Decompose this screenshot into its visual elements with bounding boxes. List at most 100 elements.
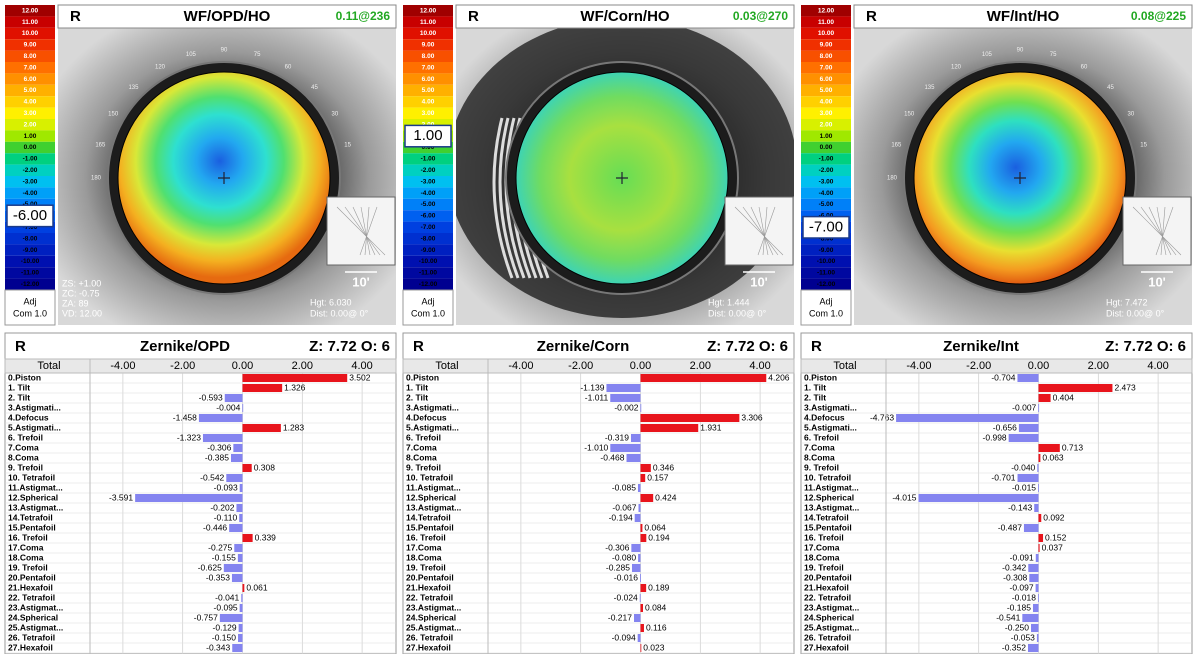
bar — [1038, 484, 1039, 492]
map-value: 0.03@270 — [733, 9, 788, 23]
scale-label: 6.00 — [820, 76, 833, 83]
value-label: -0.250 — [1005, 622, 1029, 632]
scale-label: -3.00 — [819, 178, 834, 185]
scale-label: 10.00 — [22, 30, 39, 37]
map-info: ZC: -0.75 — [62, 288, 100, 298]
category-label: 13.Astigmat... — [8, 502, 63, 512]
bar — [1009, 434, 1039, 442]
value-label: -0.080 — [612, 552, 636, 562]
category-label: 8.Coma — [804, 452, 835, 462]
value-label: -0.194 — [609, 512, 633, 522]
angle-label: 45 — [1107, 85, 1114, 91]
value-label: 0.194 — [648, 532, 670, 542]
bar — [1022, 614, 1038, 622]
bar — [238, 554, 243, 562]
bar — [231, 454, 243, 462]
bar — [243, 424, 281, 432]
value-label: 0.092 — [1043, 512, 1065, 522]
bar — [1039, 444, 1060, 452]
category-label: 9. Trefoil — [406, 462, 441, 472]
category-label: 7.Coma — [8, 442, 39, 452]
angle-label: 15 — [1140, 142, 1147, 148]
value-label: -0.757 — [194, 612, 218, 622]
category-label: 11.Astigmat... — [804, 482, 859, 492]
bar — [641, 524, 643, 532]
category-label: 19. Trefoil — [8, 562, 48, 572]
category-label: 7.Coma — [804, 442, 835, 452]
distance-label: Dist: 0.00@ 0° — [310, 308, 369, 318]
scale-label: 12.00 — [818, 7, 835, 14]
angle-label: 120 — [951, 65, 962, 71]
bar — [232, 574, 243, 582]
angle-label: 60 — [1081, 65, 1088, 71]
adj-label: Adj — [819, 296, 832, 306]
bar — [641, 424, 699, 432]
scale-label: 7.00 — [24, 64, 37, 71]
bar — [1039, 454, 1041, 462]
bar — [236, 504, 242, 512]
value-label: -0.016 — [614, 572, 638, 582]
bar — [640, 574, 641, 582]
scale-label: 3.00 — [820, 110, 833, 117]
scale-label: 8.00 — [422, 53, 435, 60]
x-tick-label: 2.00 — [690, 360, 711, 372]
scale-label: -9.00 — [421, 247, 436, 254]
category-label: 6. Trefoil — [804, 432, 839, 442]
value-label: -0.353 — [206, 572, 230, 582]
value-label: -0.007 — [1012, 402, 1036, 412]
value-label: -0.015 — [1012, 482, 1036, 492]
category-label: 22. Tetrafoil — [8, 592, 55, 602]
bar — [896, 414, 1038, 422]
x-tick-label: -2.00 — [568, 360, 593, 372]
value-label: -0.018 — [1012, 592, 1036, 602]
angle-label: 30 — [1128, 112, 1135, 118]
bar — [641, 474, 646, 482]
bar — [641, 494, 654, 502]
scale-label: -12.00 — [419, 281, 438, 288]
category-label: 24.Spherical — [804, 612, 854, 622]
scale-bar-label: 10' — [352, 274, 370, 289]
value-label: 1.283 — [283, 422, 305, 432]
bar — [632, 564, 641, 572]
angle-label: 75 — [1050, 52, 1057, 58]
angle-label: 90 — [221, 48, 228, 54]
column-header: Total — [833, 360, 856, 372]
category-label: 1. Tilt — [406, 382, 428, 392]
value-label: -0.155 — [212, 552, 236, 562]
scale-label: -1.00 — [819, 156, 834, 163]
eye-label: R — [413, 338, 424, 355]
scale-label: 9.00 — [422, 42, 435, 49]
value-label: 0.424 — [655, 492, 677, 502]
value-label: -0.040 — [1011, 462, 1035, 472]
scale-label: -11.00 — [419, 270, 437, 277]
category-label: 23.Astigmat... — [8, 602, 63, 612]
value-label: -0.343 — [206, 642, 230, 652]
category-label: 12.Spherical — [406, 492, 456, 502]
x-tick-label: 2.00 — [1088, 360, 1109, 372]
value-label: -0.150 — [212, 632, 236, 642]
bar — [243, 534, 253, 542]
x-tick-label: -4.00 — [508, 360, 533, 372]
angle-label: 180 — [887, 176, 898, 182]
bar — [631, 434, 641, 442]
scale-label: 5.00 — [422, 87, 435, 94]
category-label: 18.Coma — [406, 552, 442, 562]
scale-label: 8.00 — [820, 53, 833, 60]
bar — [634, 614, 640, 622]
category-label: 2. Tilt — [406, 392, 428, 402]
category-label: 0.Piston — [804, 372, 837, 382]
value-label: -1.323 — [177, 432, 201, 442]
bar — [241, 594, 242, 602]
distance-label: Dist: 0.00@ 0° — [708, 308, 767, 318]
scale-label: -11.00 — [21, 270, 39, 277]
angle-label: 120 — [155, 65, 166, 71]
bar — [1028, 564, 1038, 572]
eye-label: R — [811, 338, 822, 355]
category-label: 7.Coma — [406, 442, 437, 452]
bar — [1031, 624, 1038, 632]
category-label: 3.Astigmati... — [8, 402, 61, 412]
scale-label: -6.00 — [421, 213, 436, 220]
com-label: Com 1.0 — [809, 308, 843, 318]
scale-label: 12.00 — [420, 7, 437, 14]
bar — [199, 414, 243, 422]
